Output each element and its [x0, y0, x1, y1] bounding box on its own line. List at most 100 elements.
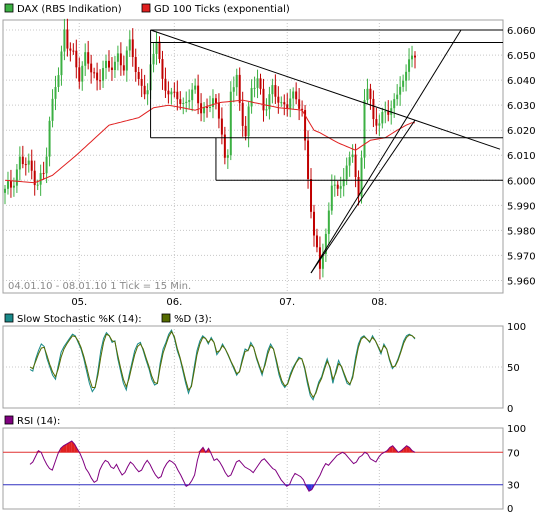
candle-body: [229, 91, 232, 156]
legend-rsi: RSI (14):: [17, 416, 60, 427]
rsi-tick-label: 30: [507, 481, 520, 492]
candle-body: [327, 210, 330, 234]
time-tick-label: 05.: [71, 297, 87, 308]
candle-body: [6, 181, 9, 189]
trendline-descending: [150, 29, 501, 150]
candle-body: [87, 52, 90, 64]
candle-body: [182, 102, 185, 104]
candle-body: [90, 63, 93, 73]
candle-body: [161, 59, 164, 79]
candle-body: [268, 94, 271, 110]
candle-body: [369, 88, 372, 99]
rsi-overbought-fill: [69, 440, 72, 453]
candle-body: [84, 52, 87, 66]
candle-body: [131, 39, 134, 58]
ma-line: [4, 99, 415, 184]
candle-body: [262, 88, 265, 111]
stoch-tick-label: 100: [507, 322, 526, 333]
rsi-tick-label: 0: [507, 504, 513, 515]
candle-body: [15, 169, 18, 186]
candle-body: [354, 154, 357, 177]
candle-body: [277, 96, 280, 103]
axis-labels: 5.960 5.970 5.980 5.990 6.000 6.010 6.020 6.030…: [71, 26, 535, 515]
candle-body: [27, 160, 30, 165]
candle-body: [194, 85, 197, 90]
candle-body: [265, 109, 268, 111]
legend-stoch-k: Slow Stochastic %K (14):: [17, 314, 142, 325]
rsi-overbought-fill: [63, 444, 67, 453]
candle-body: [360, 157, 363, 197]
legend-swatch-ma: [141, 3, 151, 13]
candle-body: [226, 155, 229, 158]
candle-body: [408, 59, 411, 72]
candle-body: [378, 123, 381, 126]
candle-body: [99, 80, 102, 82]
candle-body: [304, 110, 307, 141]
candle-body: [280, 102, 283, 104]
candle-body: [158, 41, 161, 60]
legend-stoch-d: %D (3):: [174, 314, 212, 325]
rsi-overbought-fill: [66, 442, 70, 453]
candle-body: [143, 85, 146, 95]
candle-body: [339, 186, 342, 189]
candle-body: [220, 118, 223, 135]
candle-body: [330, 185, 333, 211]
price-tick-label: 5.960: [507, 276, 536, 287]
price-tick-label: 6.000: [507, 176, 536, 187]
candle-body: [107, 60, 110, 68]
candle-body: [119, 53, 122, 66]
candle-body: [155, 41, 158, 54]
legend-swatch-rsi: [4, 415, 14, 425]
candle-body: [402, 80, 405, 87]
candle-body: [33, 170, 36, 186]
price-tick-label: 6.030: [507, 101, 536, 112]
candle-body: [381, 112, 384, 124]
candle-body: [259, 78, 262, 89]
candle-body: [390, 108, 393, 115]
candle-body: [18, 156, 21, 170]
indicator-lines: [4, 99, 416, 492]
candle-body: [214, 98, 217, 103]
candle-body: [191, 89, 194, 101]
candle-body: [45, 156, 48, 174]
candle-body: [307, 140, 310, 180]
candle-body: [179, 99, 182, 104]
candle-body: [30, 160, 33, 171]
candle-body: [164, 78, 167, 91]
rsi-tick-label: 100: [507, 424, 526, 435]
candle-body: [4, 188, 6, 193]
price-tick-label: 5.970: [507, 251, 536, 262]
price-tick-label: 6.060: [507, 26, 536, 37]
candle-body: [206, 106, 209, 108]
price-tick-label: 6.010: [507, 151, 536, 162]
candle-body: [244, 125, 247, 137]
candle-body: [93, 72, 96, 74]
price-tick-label: 5.990: [507, 201, 536, 212]
candle-body: [54, 87, 57, 99]
rsi-overbought-fill: [60, 445, 64, 453]
candle-body: [411, 55, 414, 60]
price-tick-label: 6.040: [507, 76, 536, 87]
candle-body: [66, 29, 69, 49]
candle-body: [39, 173, 42, 185]
candle-body: [289, 98, 292, 109]
candle-body: [60, 51, 63, 76]
candle-body: [51, 98, 54, 121]
price-tick-label: 6.050: [507, 51, 536, 62]
candle-body: [399, 86, 402, 95]
candle-body: [292, 91, 295, 99]
candle-body: [396, 94, 399, 100]
candle-body: [125, 50, 128, 71]
candle-body: [232, 87, 235, 92]
candle-body: [241, 102, 244, 126]
stoch-tick-label: 50: [507, 363, 520, 374]
candle-body: [170, 91, 173, 95]
candle-body: [48, 120, 51, 157]
candle-body: [197, 85, 200, 104]
candle-body: [105, 60, 108, 69]
candle-body: [9, 181, 12, 188]
candle-body: [209, 106, 211, 108]
candle-body: [203, 106, 206, 114]
candle-body: [42, 173, 45, 175]
legend-swatch-stoch-d: [161, 313, 171, 323]
